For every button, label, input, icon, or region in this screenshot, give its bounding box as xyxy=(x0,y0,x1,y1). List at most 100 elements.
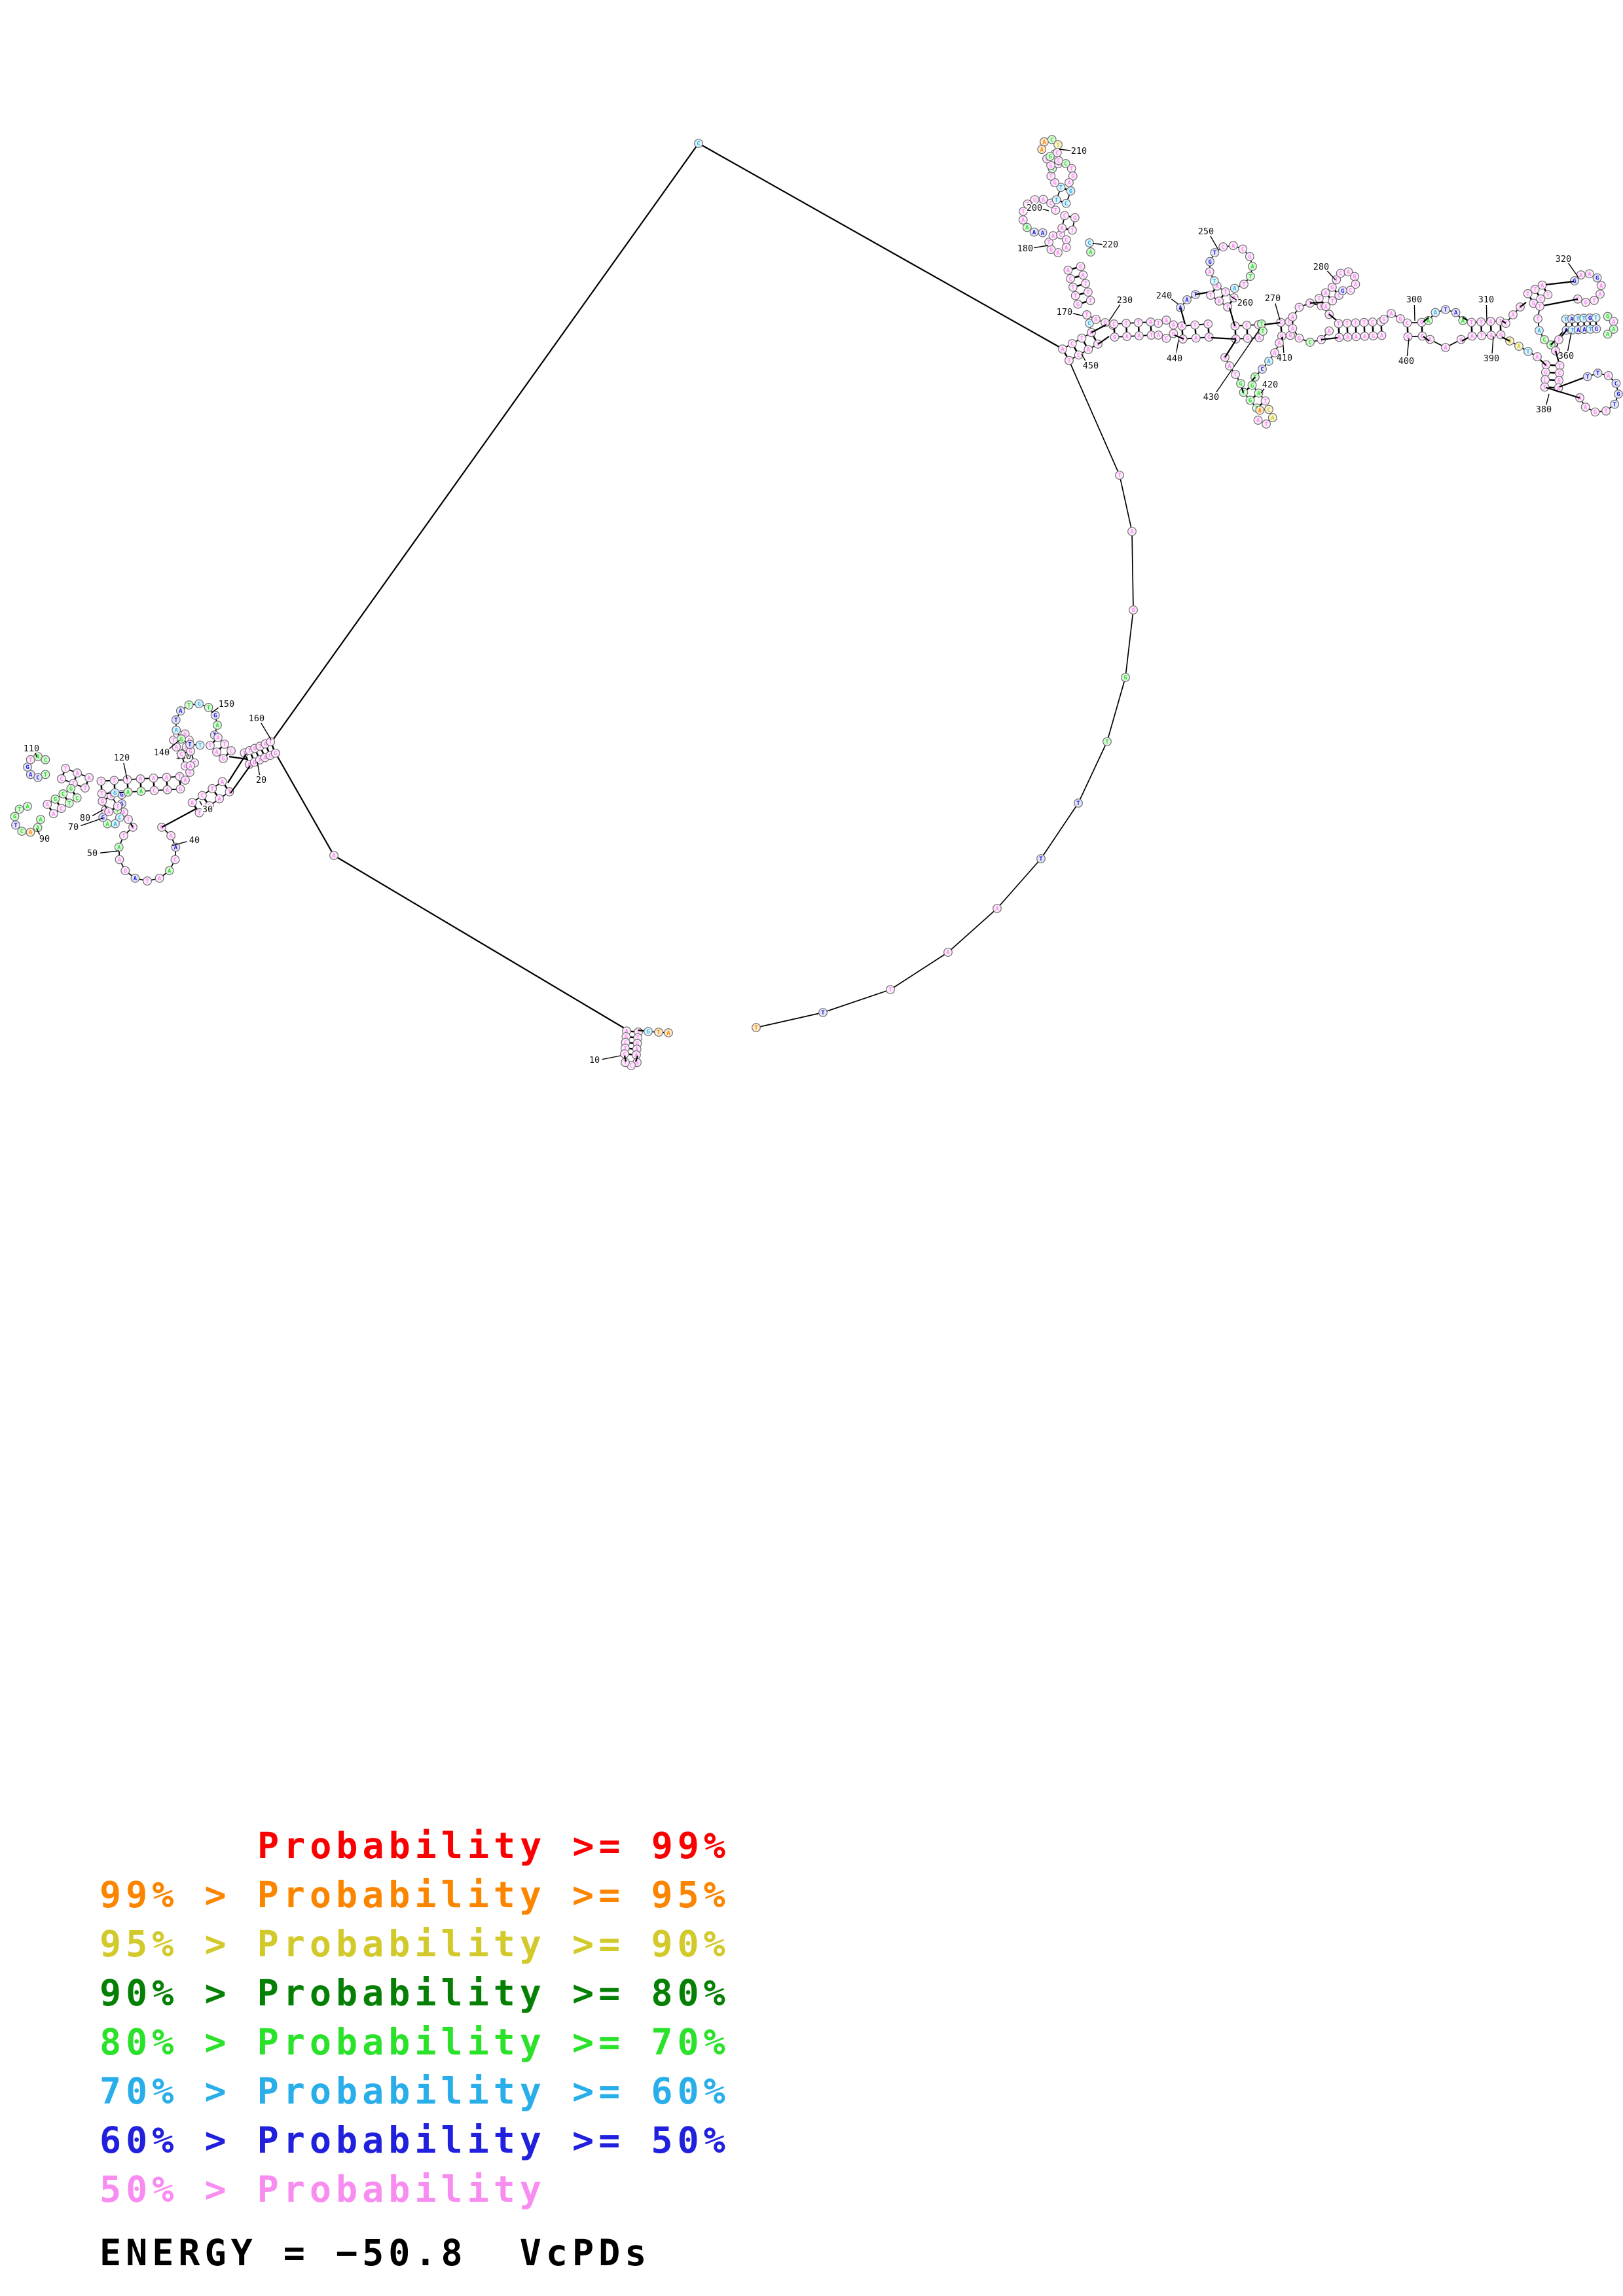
svg-text:T: T xyxy=(1588,327,1592,333)
svg-text:A: A xyxy=(1061,347,1065,353)
svg-text:G: G xyxy=(1049,163,1052,170)
svg-text:A: A xyxy=(666,1030,670,1037)
svg-text:G: G xyxy=(1069,188,1072,195)
svg-text:C: C xyxy=(1245,323,1249,329)
svg-text:A: A xyxy=(36,754,40,761)
svg-text:G: G xyxy=(1208,259,1211,266)
svg-text:C: C xyxy=(1055,150,1059,156)
svg-text:G: G xyxy=(1073,215,1076,222)
svg-text:T: T xyxy=(1056,142,1060,149)
svg-text:A: A xyxy=(1577,327,1580,334)
svg-text:A: A xyxy=(1363,334,1367,340)
svg-text:T: T xyxy=(14,823,18,829)
svg-text:A: A xyxy=(174,845,178,852)
svg-text:210: 210 xyxy=(1071,146,1087,156)
svg-text:T: T xyxy=(1118,473,1122,479)
svg-text:A: A xyxy=(1273,350,1277,357)
legend-line: 90% > Probability >= 80% xyxy=(100,1972,730,2014)
svg-text:G: G xyxy=(208,803,211,810)
svg-text:G: G xyxy=(124,868,127,874)
svg-text:C: C xyxy=(1050,137,1053,143)
svg-text:C: C xyxy=(1308,340,1311,346)
svg-text:G: G xyxy=(131,825,134,831)
svg-text:G: G xyxy=(183,764,187,770)
svg-text:T: T xyxy=(1536,316,1540,323)
svg-text:40: 40 xyxy=(189,835,200,846)
svg-text:T: T xyxy=(100,779,103,785)
svg-text:A: A xyxy=(1041,230,1045,237)
svg-text:G: G xyxy=(1532,301,1535,308)
svg-text:T: T xyxy=(1039,856,1043,863)
svg-text:G: G xyxy=(1588,315,1592,322)
svg-text:A: A xyxy=(1256,418,1260,424)
svg-text:T: T xyxy=(1181,336,1185,343)
svg-text:C: C xyxy=(60,806,63,812)
svg-text:A: A xyxy=(1354,282,1358,289)
svg-text:A: A xyxy=(1149,319,1153,326)
svg-text:T: T xyxy=(1613,402,1617,408)
svg-text:A: A xyxy=(122,810,126,816)
svg-text:C: C xyxy=(1087,321,1091,327)
svg-text:T: T xyxy=(1564,317,1568,323)
svg-text:A: A xyxy=(247,762,251,768)
svg-text:270: 270 xyxy=(1265,293,1281,304)
svg-text:T: T xyxy=(1470,320,1474,327)
svg-text:A: A xyxy=(1180,323,1184,330)
svg-text:A: A xyxy=(185,744,189,751)
svg-text:A: A xyxy=(113,821,117,828)
svg-text:T: T xyxy=(821,1010,825,1016)
svg-text:G: G xyxy=(1207,334,1211,341)
svg-text:A: A xyxy=(1172,323,1176,329)
svg-text:C: C xyxy=(153,788,156,795)
svg-text:T: T xyxy=(1298,305,1302,312)
svg-text:C: C xyxy=(1222,244,1225,251)
energy-caption: ENERGY = −50.8 VcPDs xyxy=(100,2232,651,2274)
svg-text:G: G xyxy=(1033,197,1036,204)
svg-text:430: 430 xyxy=(1203,392,1219,403)
svg-text:A: A xyxy=(1454,310,1458,317)
svg-text:T: T xyxy=(145,878,149,885)
svg-text:T: T xyxy=(1070,166,1074,173)
svg-text:G: G xyxy=(1246,336,1249,342)
svg-text:A: A xyxy=(1067,268,1070,274)
svg-text:G: G xyxy=(1131,607,1135,614)
svg-text:T: T xyxy=(1543,385,1547,391)
svg-text:T: T xyxy=(1345,321,1349,327)
svg-text:G: G xyxy=(1071,173,1074,180)
svg-text:A: A xyxy=(1347,270,1351,276)
svg-text:G: G xyxy=(1557,378,1560,384)
svg-text:C: C xyxy=(1045,156,1048,163)
svg-text:T: T xyxy=(174,717,178,724)
svg-text:T: T xyxy=(1546,293,1550,299)
svg-text:240: 240 xyxy=(1156,291,1172,301)
svg-text:T: T xyxy=(1059,185,1063,191)
svg-text:C: C xyxy=(1337,293,1340,299)
svg-text:A: A xyxy=(1544,363,1548,369)
svg-text:410: 410 xyxy=(1277,353,1292,363)
svg-text:A: A xyxy=(1051,233,1055,240)
svg-text:C: C xyxy=(20,829,24,835)
svg-text:C: C xyxy=(1065,237,1068,243)
svg-text:C: C xyxy=(44,757,47,764)
svg-text:G: G xyxy=(635,1060,638,1067)
svg-text:A: A xyxy=(1040,147,1044,153)
svg-text:G: G xyxy=(213,713,217,719)
svg-text:A: A xyxy=(139,789,143,795)
svg-text:A: A xyxy=(169,833,173,840)
svg-text:150: 150 xyxy=(219,699,234,709)
svg-text:A: A xyxy=(1021,217,1025,224)
svg-text:T: T xyxy=(1499,319,1503,325)
svg-text:A: A xyxy=(1518,304,1522,311)
svg-text:T: T xyxy=(71,781,75,787)
svg-text:T: T xyxy=(187,702,191,709)
svg-text:A: A xyxy=(1233,323,1237,330)
svg-text:C: C xyxy=(1064,161,1067,168)
svg-text:A: A xyxy=(1157,332,1161,339)
svg-text:A: A xyxy=(139,776,143,783)
svg-text:T: T xyxy=(44,772,48,779)
svg-text:C: C xyxy=(1349,288,1352,295)
svg-text:T: T xyxy=(198,743,202,749)
svg-text:70: 70 xyxy=(68,822,79,833)
svg-text:A: A xyxy=(1087,347,1091,353)
svg-text:G: G xyxy=(1595,327,1598,333)
